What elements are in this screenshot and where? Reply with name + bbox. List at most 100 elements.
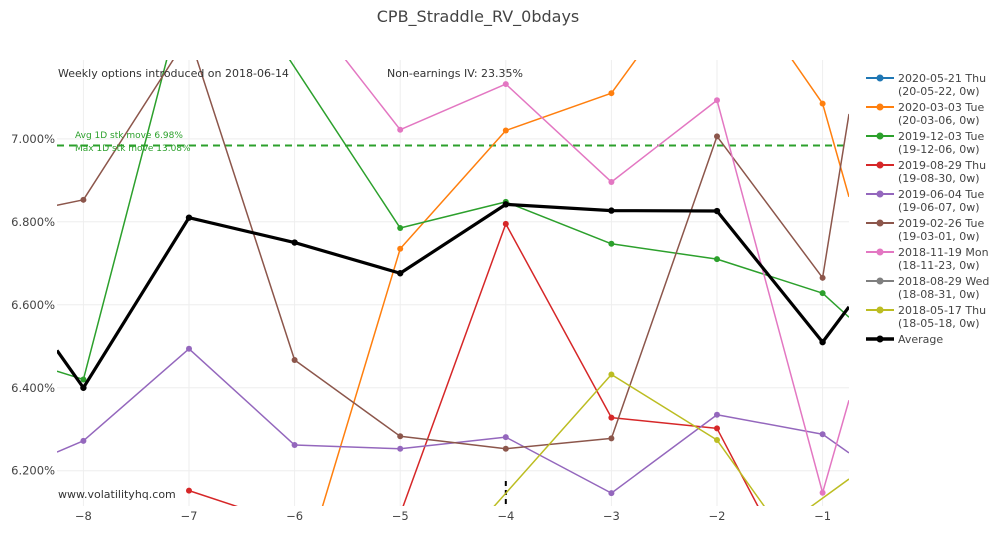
series-point-3 [714,425,720,432]
legend-label: 2018-05-17 Thu [898,304,986,317]
legend-label: 2019-02-26 Tue [898,217,984,230]
x-tick-label: −5 [392,509,409,523]
x-tick-label: −1 [814,509,831,523]
series-point-5 [608,435,615,442]
series-point-4 [608,490,615,497]
series-point-4 [502,434,509,441]
legend-swatch-marker [876,74,884,82]
series-point-8 [608,371,615,378]
x-tick-label: −8 [75,509,92,523]
series-point-9 [819,338,826,346]
y-tick-label: 6.200% [11,464,55,478]
series-point-6 [819,489,826,496]
legend-sublabel: (19-06-07, 0w) [898,201,980,214]
series-point-4 [714,411,720,418]
series-point-4 [397,445,404,452]
legend-swatch-marker [876,248,884,256]
watermark: www.volatilityhq.com [58,488,176,501]
x-tick-label: −7 [181,509,198,523]
series-point-2 [608,240,615,247]
series-line-8 [493,373,849,506]
legend-sublabel: (20-03-06, 0w) [898,114,980,127]
chart-title: CPB_Straddle_RV_0bdays [377,7,580,27]
legend-swatch-marker [876,306,884,314]
legend-sublabel: (18-08-31, 0w) [898,288,980,301]
legend[interactable]: 2020-05-21 Thu(20-05-22, 0w) 2020-03-03 T… [866,72,989,346]
legend-sublabel: (18-11-23, 0w) [898,259,980,272]
series-point-5 [502,445,509,452]
legend-swatch-marker [876,132,884,140]
series-point-9 [185,214,193,221]
legend-item-8[interactable]: 2018-05-17 Thu(18-05-18, 0w) [866,304,986,330]
series-point-2 [714,256,720,263]
series-point-1 [608,90,615,97]
series-point-9 [713,207,721,215]
x-tick-label: −2 [709,509,726,523]
series-point-4 [186,345,192,352]
y-tick-label: 6.800% [11,215,55,229]
series-point-2 [819,290,826,297]
legend-label: 2018-08-29 Wed [898,275,989,288]
series-point-3 [608,414,615,421]
series-point-4 [80,437,87,444]
legend-sublabel: (19-03-01, 0w) [898,230,980,243]
series-point-9 [80,384,87,391]
series-point-3 [502,220,509,227]
legend-swatch-marker [876,219,884,227]
series-line-2 [57,60,849,381]
x-tick-label: −3 [603,509,620,523]
series-point-5 [819,274,826,281]
legend-item-2[interactable]: 2019-12-03 Tue(19-12-06, 0w) [866,130,984,156]
legend-item-1[interactable]: 2020-03-03 Tue(20-03-06, 0w) [866,101,984,127]
series-point-4 [291,442,298,449]
series-point-6 [397,126,404,133]
series-point-5 [397,433,404,440]
x-tick-label: −4 [497,509,514,523]
series-point-5 [714,133,720,140]
series-point-9 [397,270,404,277]
legend-item-5[interactable]: 2019-02-26 Tue(19-03-01, 0w) [866,217,984,243]
series-point-2 [397,225,404,232]
max-move-note: Max 1D stk move 13.08% [75,144,191,154]
series-point-5 [80,196,87,203]
series-point-1 [819,100,826,107]
legend-swatch-marker [876,277,884,285]
legend-swatch-marker [876,161,884,169]
y-tick-label: 6.600% [11,298,55,312]
legend-item-7[interactable]: 2018-08-29 Wed(18-08-31, 0w) [866,275,989,301]
series-line-5 [57,60,849,450]
series-line-9 [57,202,849,390]
series-point-2 [80,376,87,383]
series-point-9 [291,239,298,246]
x-tick-label: −6 [286,509,303,523]
series-point-5 [291,356,298,363]
series-line-3 [188,223,759,506]
legend-item-0[interactable]: 2020-05-21 Thu(20-05-22, 0w) [866,72,986,98]
legend-item-4[interactable]: 2019-06-04 Tue(19-06-07, 0w) [866,188,984,214]
legend-item-9[interactable]: Average [866,333,943,346]
legend-item-3[interactable]: 2019-08-29 Thu(19-08-30, 0w) [866,159,986,185]
series-point-6 [502,81,509,88]
weekly-options-note: Weekly options introduced on 2018-06-14 [58,67,289,80]
series-point-6 [608,178,615,185]
legend-sublabel: (19-12-06, 0w) [898,143,980,156]
legend-label: 2019-08-29 Thu [898,159,986,172]
avg-move-note: Avg 1D stk move 6.98% [75,131,183,141]
legend-label: 2020-05-21 Thu [898,72,986,85]
legend-sublabel: (19-08-30, 0w) [898,172,980,185]
tick-layer: 6.200% 6.400% 6.600% 6.800% 7.000% −8 −7 −6 −5 −4… [11,132,831,523]
non-earnings-iv-note: Non-earnings IV: 23.35% [387,67,523,80]
y-tick-label: 6.400% [11,381,55,395]
legend-label: Average [898,333,943,346]
series-layer [57,60,849,506]
series-point-4 [819,431,826,438]
legend-swatch-marker [876,335,884,343]
legend-item-6[interactable]: 2018-11-19 Mon(18-11-23, 0w) [866,246,989,272]
series-point-1 [502,127,509,134]
y-tick-label: 7.000% [11,132,55,146]
legend-label: 2019-12-03 Tue [898,130,984,143]
series-point-6 [714,97,720,104]
legend-label: 2020-03-03 Tue [898,101,984,114]
